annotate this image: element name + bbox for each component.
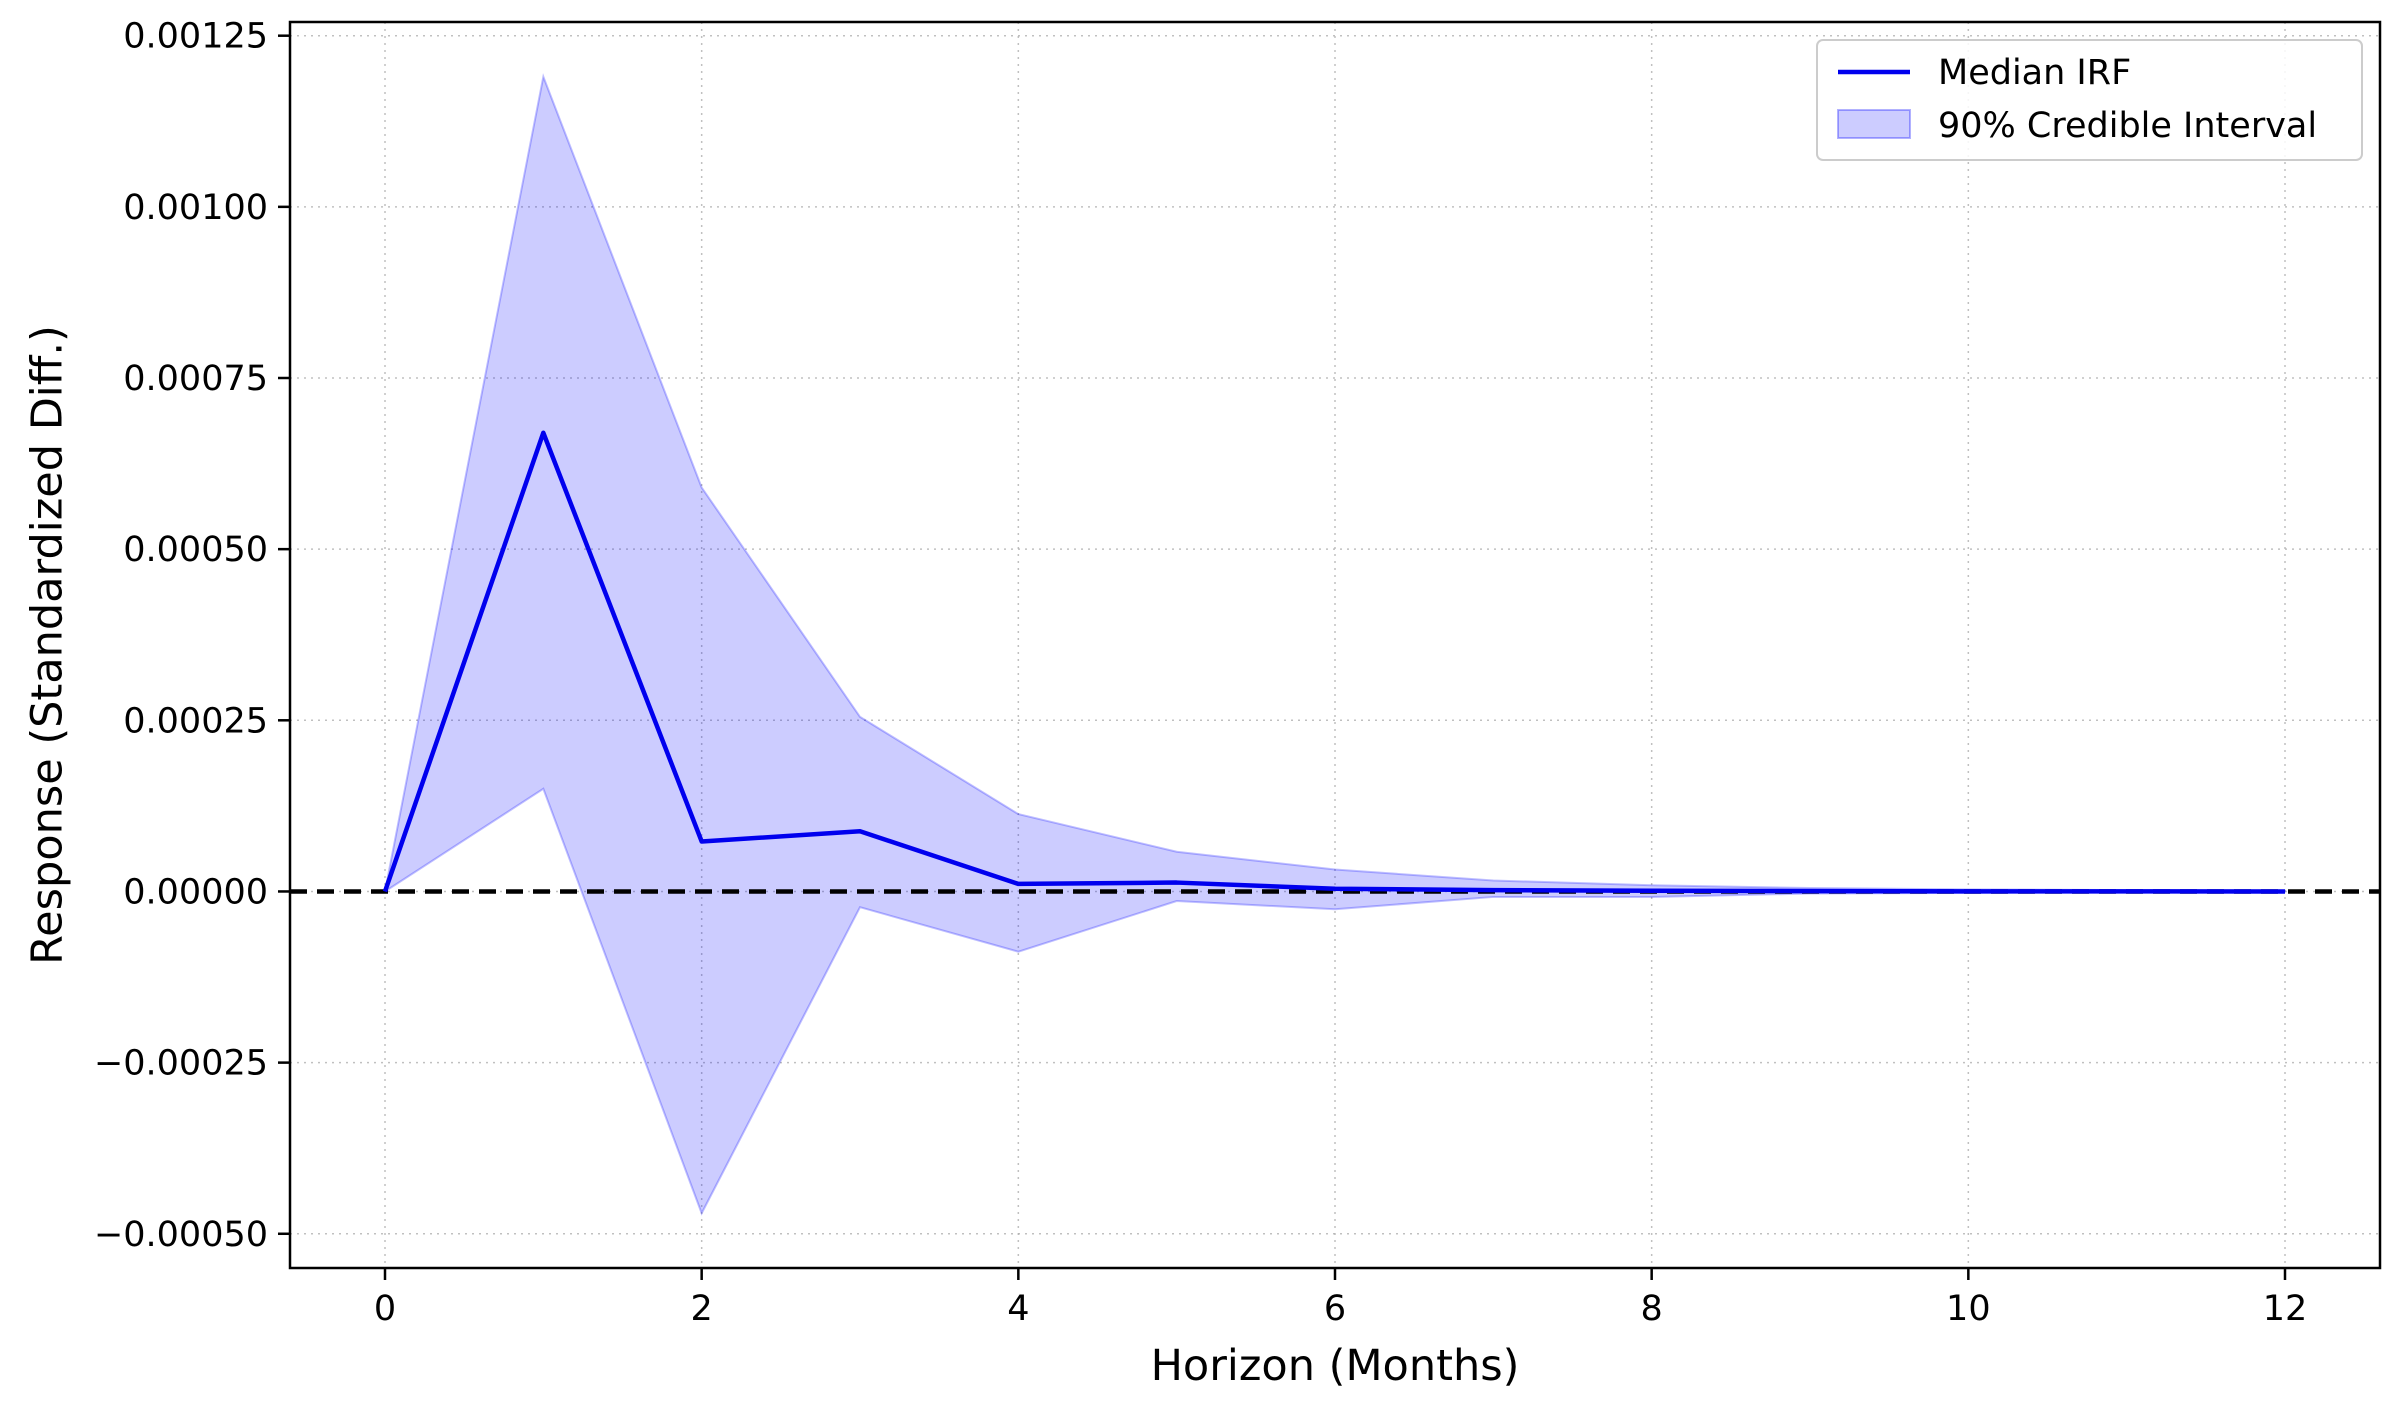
x-tick-label: 6	[1324, 1289, 1346, 1329]
y-tick-label: 0.00075	[123, 359, 268, 399]
y-tick-label: 0.00125	[123, 17, 268, 57]
median-line-layer	[382, 430, 2286, 894]
x-tick-label: 2	[691, 1289, 713, 1329]
x-tick-label: 4	[1007, 1289, 1029, 1329]
x-tick-label: 12	[2263, 1289, 2308, 1329]
y-tick-label: 0.00100	[123, 188, 268, 228]
x-axis: 0 2 4 6 8 10 12	[374, 1268, 2307, 1329]
x-tick-label: 8	[1641, 1289, 1663, 1329]
y-tick-label: 0.00000	[123, 872, 268, 912]
y-axis: −0.00050 −0.00025 0.00000 0.00025 0.00050 0.0…	[94, 17, 290, 1255]
grid	[290, 22, 2380, 1268]
legend: Median IRF 90% Credible Interval	[1816, 39, 2363, 161]
legend-median-label: Median IRF	[1938, 53, 2131, 93]
x-tick-label: 10	[1946, 1289, 1991, 1329]
x-tick-label: 0	[374, 1289, 396, 1329]
y-axis-title: Response (Standardized Diff.)	[23, 325, 73, 965]
legend-box	[1816, 39, 2363, 161]
y-tick-label: 0.00050	[123, 530, 268, 570]
y-tick-label: 0.00025	[123, 701, 268, 741]
x-axis-title: Horizon (Months)	[1151, 1341, 1520, 1391]
legend-interval-label: 90% Credible Interval	[1938, 106, 2317, 146]
y-tick-label: −0.00050	[94, 1215, 268, 1255]
y-tick-label: −0.00025	[94, 1044, 268, 1084]
legend-band-swatch	[1837, 109, 1911, 139]
